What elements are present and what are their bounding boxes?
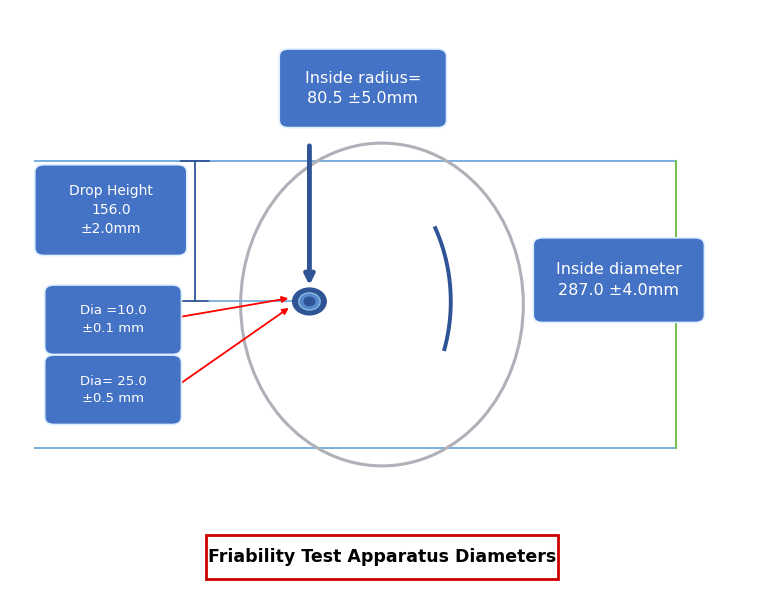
- Circle shape: [304, 297, 315, 306]
- FancyBboxPatch shape: [35, 164, 187, 256]
- Text: Drop Height
156.0
±2.0mm: Drop Height 156.0 ±2.0mm: [69, 184, 153, 236]
- Circle shape: [299, 293, 320, 310]
- FancyBboxPatch shape: [533, 238, 704, 323]
- FancyBboxPatch shape: [206, 535, 558, 579]
- FancyBboxPatch shape: [280, 49, 446, 128]
- Text: Dia =10.0
±0.1 mm: Dia =10.0 ±0.1 mm: [79, 304, 147, 335]
- Text: Dia= 25.0
±0.5 mm: Dia= 25.0 ±0.5 mm: [79, 375, 147, 405]
- Text: Friability Test Apparatus Diameters: Friability Test Apparatus Diameters: [208, 548, 556, 566]
- Text: Inside radius=
80.5 ±5.0mm: Inside radius= 80.5 ±5.0mm: [305, 71, 421, 106]
- Text: Inside diameter
287.0 ±4.0mm: Inside diameter 287.0 ±4.0mm: [556, 262, 681, 298]
- Circle shape: [293, 288, 326, 315]
- FancyBboxPatch shape: [44, 355, 182, 424]
- FancyBboxPatch shape: [44, 285, 182, 354]
